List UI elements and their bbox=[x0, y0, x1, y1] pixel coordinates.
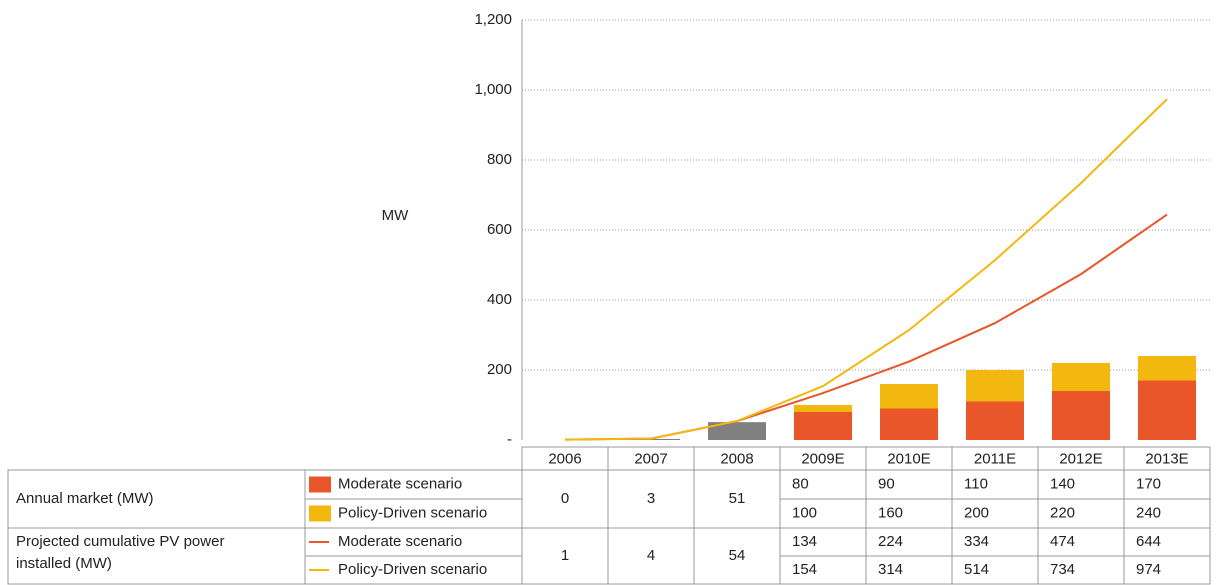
x-tick-label: 2008 bbox=[720, 450, 753, 467]
table-value: 314 bbox=[878, 561, 903, 578]
legend-label: Policy-Driven scenario bbox=[338, 504, 487, 521]
table-value: 240 bbox=[1136, 504, 1161, 521]
bar bbox=[880, 408, 938, 440]
table-value: 974 bbox=[1136, 561, 1161, 578]
table-value: 160 bbox=[878, 504, 903, 521]
table-value: 51 bbox=[729, 490, 746, 507]
x-tick-label: 2007 bbox=[634, 450, 667, 467]
legend-label: Policy-Driven scenario bbox=[338, 561, 487, 578]
legend-swatch bbox=[309, 476, 331, 493]
x-tick-label: 2013E bbox=[1145, 450, 1188, 467]
y-tick-label: 1,200 bbox=[474, 11, 512, 28]
y-axis-label: MW bbox=[382, 207, 409, 224]
x-tick-label: 2011E bbox=[974, 450, 1016, 467]
table-value: 734 bbox=[1050, 561, 1075, 578]
row-label: Projected cumulative PV power installed (… bbox=[16, 533, 224, 572]
table-value: 220 bbox=[1050, 504, 1075, 521]
bar bbox=[794, 412, 852, 440]
table-value: 90 bbox=[878, 475, 895, 492]
legend-label: Moderate scenario bbox=[338, 475, 462, 492]
y-tick-label: 200 bbox=[487, 361, 512, 378]
table-value: 0 bbox=[561, 490, 569, 507]
bar bbox=[1052, 391, 1110, 440]
table-value: 3 bbox=[647, 490, 655, 507]
x-tick-label: 2006 bbox=[548, 450, 581, 467]
y-tick-label: 1,000 bbox=[474, 81, 512, 98]
x-tick-label: 2010E bbox=[887, 450, 930, 467]
bar bbox=[708, 422, 766, 440]
bar bbox=[1138, 380, 1196, 440]
table-cell bbox=[304, 555, 523, 585]
table-value: 140 bbox=[1050, 475, 1075, 492]
table-value: 134 bbox=[792, 533, 817, 550]
table-value: 1 bbox=[561, 547, 569, 564]
x-tick-label: 2009E bbox=[801, 450, 844, 467]
legend-label: Moderate scenario bbox=[338, 533, 462, 550]
table-value: 514 bbox=[964, 561, 989, 578]
y-tick-label: - bbox=[507, 431, 512, 448]
table-value: 110 bbox=[964, 475, 988, 492]
y-tick-label: 600 bbox=[487, 221, 512, 238]
table-value: 4 bbox=[647, 547, 655, 564]
line bbox=[564, 98, 1168, 441]
table-value: 154 bbox=[792, 561, 817, 578]
table-value: 100 bbox=[792, 504, 817, 521]
bar bbox=[966, 401, 1024, 440]
y-tick-label: 800 bbox=[487, 151, 512, 168]
table-value: 54 bbox=[729, 547, 746, 564]
x-tick-label: 2012E bbox=[1059, 450, 1102, 467]
table-value: 80 bbox=[792, 475, 809, 492]
table-cell bbox=[1123, 555, 1211, 585]
y-tick-label: 400 bbox=[487, 291, 512, 308]
table-value: 474 bbox=[1050, 533, 1075, 550]
table-value: 170 bbox=[1136, 475, 1161, 492]
table-value: 224 bbox=[878, 533, 903, 550]
table-value: 200 bbox=[964, 504, 989, 521]
table-value: 644 bbox=[1136, 533, 1161, 550]
row-label: Annual market (MW) bbox=[16, 490, 154, 507]
legend-swatch bbox=[309, 505, 331, 522]
table-value: 334 bbox=[964, 533, 989, 550]
